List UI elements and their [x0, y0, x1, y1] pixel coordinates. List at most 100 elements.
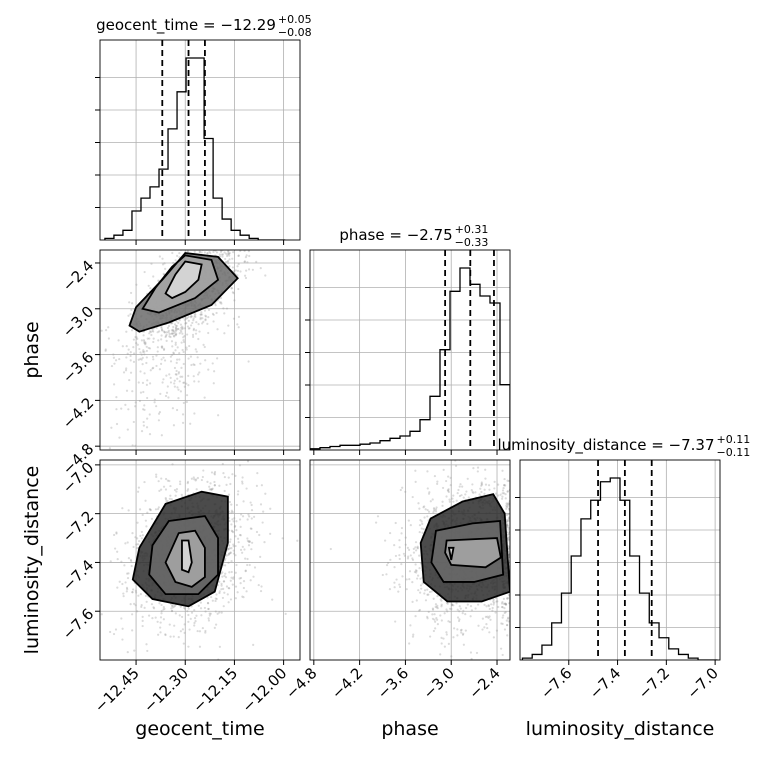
- sample-point: [142, 390, 145, 394]
- sample-point: [145, 643, 148, 646]
- sample-point: [164, 335, 167, 339]
- sample-point: [244, 276, 248, 280]
- sample-point: [400, 563, 403, 566]
- sample-point: [486, 615, 489, 618]
- sample-point: [456, 608, 459, 611]
- sample-point: [165, 333, 168, 336]
- sample-point: [131, 613, 134, 616]
- sample-point: [404, 543, 407, 546]
- sample-point: [128, 301, 131, 304]
- sample-point: [179, 329, 182, 332]
- sample-point: [145, 345, 148, 348]
- sample-point: [502, 492, 506, 495]
- sample-point: [497, 483, 500, 486]
- sample-point: [136, 521, 139, 524]
- sample-point: [236, 274, 239, 277]
- sample-point: [251, 541, 254, 544]
- sample-point: [458, 618, 461, 621]
- sample-point: [162, 606, 165, 609]
- sample-point: [458, 494, 462, 498]
- sample-point: [219, 255, 222, 258]
- sample-point: [247, 232, 249, 234]
- sample-point: [179, 375, 182, 378]
- sample-point: [484, 468, 487, 471]
- sample-point: [228, 500, 232, 504]
- sample-point: [256, 472, 259, 475]
- x-tick-label-geocent_time: −12.30: [140, 664, 192, 716]
- sample-point: [505, 624, 509, 627]
- sample-point: [255, 225, 257, 227]
- panel-phase-phase: phase = −2.75 +0.31−0.33: [305, 223, 511, 455]
- sample-point: [213, 626, 216, 630]
- sample-point: [477, 624, 480, 627]
- sample-point: [151, 355, 155, 358]
- sample-point: [436, 618, 439, 621]
- sample-point: [415, 599, 418, 602]
- sample-point: [263, 222, 265, 224]
- sample-point: [141, 624, 144, 628]
- sample-point: [199, 313, 202, 316]
- sample-point: [155, 405, 158, 408]
- sample-point: [456, 634, 459, 637]
- panel-luminosity_distance-luminosity_distance: luminosity_distance = −7.37 +0.11−0.11 −7.…: [497, 433, 750, 703]
- sample-point: [508, 602, 510, 605]
- sample-point: [242, 579, 246, 583]
- sample-point: [166, 479, 169, 482]
- sample-point: [448, 620, 452, 624]
- sample-point: [239, 525, 242, 528]
- sample-point: [487, 604, 490, 607]
- sample-point: [207, 235, 209, 237]
- sample-point: [232, 543, 235, 546]
- sample-point: [131, 444, 134, 447]
- sample-point: [250, 517, 253, 520]
- sample-point: [146, 337, 149, 340]
- sample-point: [250, 548, 253, 551]
- sample-point: [496, 600, 499, 603]
- sample-point: [400, 532, 403, 535]
- sample-point: [140, 605, 143, 608]
- sample-point: [192, 335, 195, 338]
- sample-point: [140, 358, 143, 361]
- sample-point: [244, 570, 247, 573]
- sample-point: [426, 617, 429, 620]
- sample-point: [181, 421, 185, 424]
- sample-point: [139, 351, 142, 354]
- sample-point: [233, 517, 236, 520]
- sample-point: [229, 579, 232, 582]
- sample-point: [487, 484, 491, 487]
- sample-point: [474, 607, 477, 610]
- sample-point: [127, 557, 130, 560]
- sample-point: [125, 586, 129, 589]
- sample-point: [148, 507, 151, 511]
- sample-point: [244, 256, 248, 259]
- sample-point: [211, 312, 215, 315]
- sample-point: [215, 241, 217, 243]
- sample-point: [192, 328, 195, 332]
- sample-point: [145, 600, 148, 603]
- sample-point: [486, 626, 489, 630]
- sample-point: [208, 485, 211, 488]
- sample-point: [446, 489, 449, 492]
- sample-point: [507, 528, 510, 531]
- sample-point: [176, 408, 179, 412]
- sample-point: [133, 451, 135, 453]
- sample-point: [434, 603, 438, 606]
- sample-point: [164, 394, 168, 398]
- sample-point: [242, 596, 245, 599]
- sample-point: [178, 380, 181, 383]
- sample-point: [164, 633, 167, 637]
- x-tick-label-phase: −3.6: [374, 664, 412, 702]
- sample-point: [172, 329, 175, 332]
- sample-point: [198, 246, 200, 248]
- sample-point: [225, 252, 228, 255]
- sample-point: [185, 321, 188, 325]
- sample-point: [169, 360, 173, 363]
- sample-point: [132, 352, 136, 355]
- sample-point: [441, 504, 444, 507]
- sample-point: [185, 346, 188, 349]
- sample-point: [234, 544, 237, 548]
- sample-point: [162, 378, 165, 381]
- sample-point: [140, 339, 143, 342]
- sample-point: [484, 483, 488, 486]
- sample-point: [220, 220, 222, 222]
